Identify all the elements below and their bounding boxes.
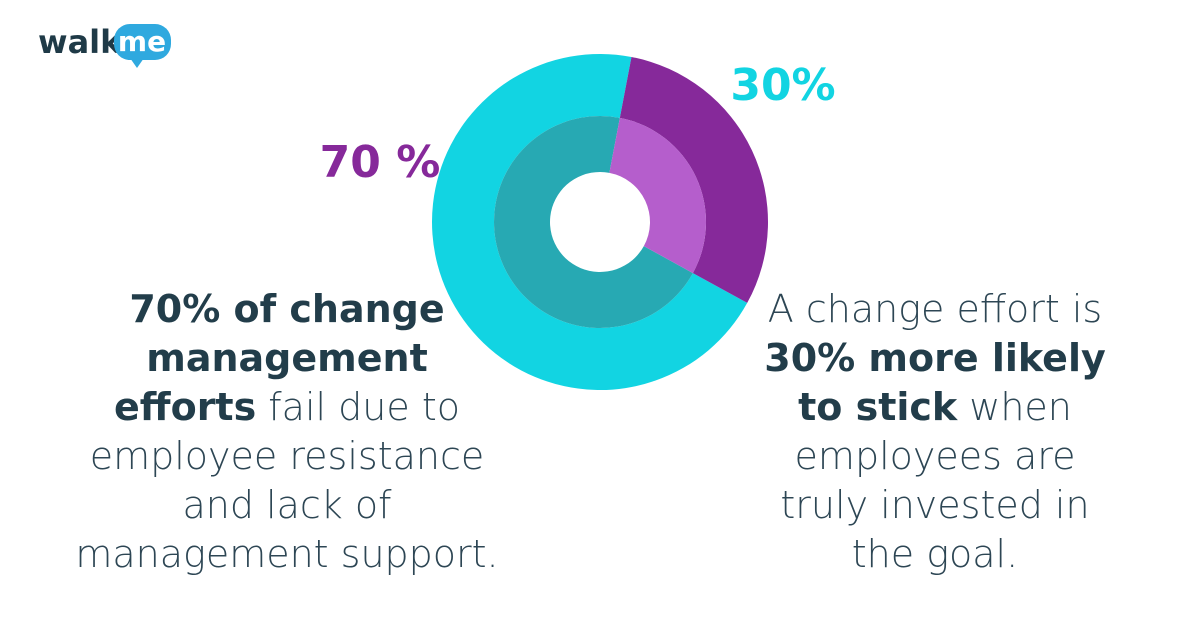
annotation-run: to stick [798,385,958,429]
logo: walk me [38,23,171,68]
annotation-run: and lack of [182,483,392,527]
donut-segment [619,56,769,303]
annotation-run: employee resistance [90,434,485,478]
annotation-run: 30% more likely [764,336,1106,380]
annotation-run: when [957,385,1072,429]
donut-inner-segment [494,116,693,328]
logo-badge-text: me [118,25,166,58]
value-label: 70 % [320,137,441,188]
logo-text: walk [38,23,122,61]
annotation-run: 70% of change [129,287,444,331]
donut-inner-segment [609,117,706,274]
annotation-run: the goal. [852,532,1018,576]
annotation-run: efforts [114,385,256,429]
annotation-run: employees are [795,434,1076,478]
annotation: A change effort is 30% more likely to stic… [764,287,1106,576]
donut-segment [432,54,748,391]
annotation-run: fail due to [256,385,460,429]
logo-badge-tail [130,58,144,68]
logo-badge [114,24,171,60]
annotation-run: A change effort is [768,287,1102,331]
value-label: 30% [730,60,835,111]
annotation-run: management [146,336,428,380]
annotation-run: management support. [75,532,498,576]
annotation-run: truly invested in [780,483,1089,527]
annotation: 70% of change management efforts fail due … [75,287,498,576]
